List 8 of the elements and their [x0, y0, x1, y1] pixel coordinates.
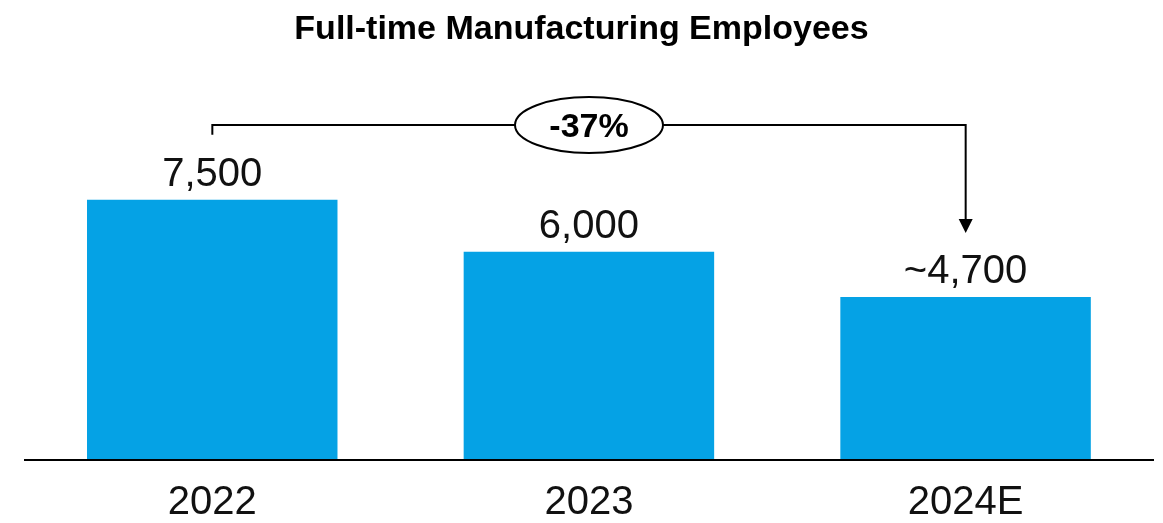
data-label: ~4,700 — [903, 246, 1028, 291]
text: -37% — [549, 106, 629, 144]
data-label: 7,500 — [162, 149, 263, 194]
chart-title: Full-time Manufacturing Employees — [293, 7, 870, 48]
data-label: 6,000 — [538, 201, 639, 246]
x-tick-label: 2022 — [167, 478, 257, 523]
x-tick-label: 2024E — [907, 478, 1024, 523]
x-tick-label: 2023 — [544, 478, 634, 523]
